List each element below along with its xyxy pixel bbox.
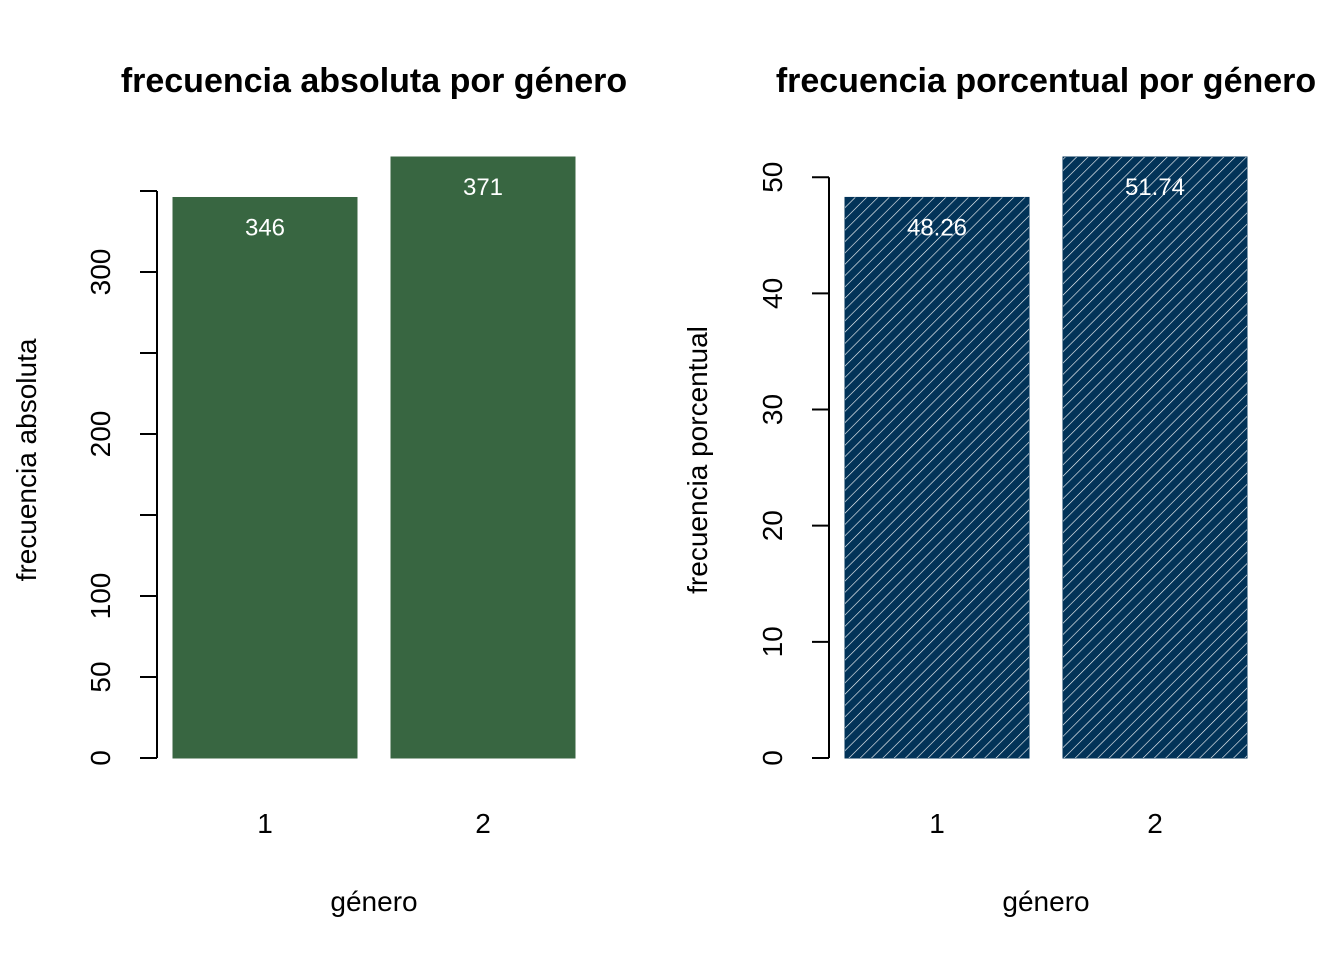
y-tick-label-10: 10	[757, 626, 788, 657]
x-tick-label-1: 1	[929, 808, 945, 839]
bar-1	[172, 196, 358, 759]
bar-hatch-2	[1063, 157, 1247, 758]
y-axis-percentage: 0 10 20 30 40 50	[757, 162, 830, 766]
y-axis-label-percentage: frecuencia porcentual	[682, 326, 713, 594]
bars-percentage	[844, 156, 1248, 759]
value-labels-percentage: 48.26 51.74	[907, 174, 1185, 241]
y-tick-label-0: 0	[85, 750, 116, 766]
chart-title-percentage: frecuencia porcentual por género	[776, 62, 1316, 100]
bars-absolute	[172, 156, 576, 759]
y-tick-label-200: 200	[85, 411, 116, 458]
bar-2	[390, 156, 576, 759]
y-tick-label-100: 100	[85, 573, 116, 620]
x-tick-label-1: 1	[257, 808, 273, 839]
y-axis-absolute: 0 50 100 200 300	[85, 190, 158, 766]
x-axis-label-absolute: género	[330, 886, 417, 917]
y-tick-label-0: 0	[757, 750, 788, 766]
chart-title-absolute: frecuencia absoluta por género	[121, 62, 627, 100]
x-tick-label-2: 2	[1147, 808, 1163, 839]
value-label-1: 346	[245, 214, 285, 241]
y-axis-label-absolute: frecuencia absoluta	[11, 338, 42, 581]
value-label-2: 371	[463, 174, 503, 201]
value-label-1: 48.26	[907, 214, 967, 241]
y-tick-label-20: 20	[757, 510, 788, 541]
value-labels-absolute: 346 371	[245, 174, 503, 241]
y-tick-label-30: 30	[757, 394, 788, 425]
y-tick-label-40: 40	[757, 278, 788, 309]
y-tick-label-300: 300	[85, 249, 116, 296]
y-tick-label-50: 50	[757, 162, 788, 193]
value-label-2: 51.74	[1125, 174, 1185, 201]
x-tick-label-2: 2	[475, 808, 491, 839]
y-tick-label-50: 50	[85, 661, 116, 692]
absolute-frequency-panel: frecuencia absoluta por género frecuenci…	[11, 62, 627, 917]
x-axis-label-percentage: género	[1002, 886, 1089, 917]
percentage-frequency-panel: frecuencia porcentual por género frecuen…	[682, 62, 1316, 917]
bar-hatch-1	[845, 197, 1029, 759]
